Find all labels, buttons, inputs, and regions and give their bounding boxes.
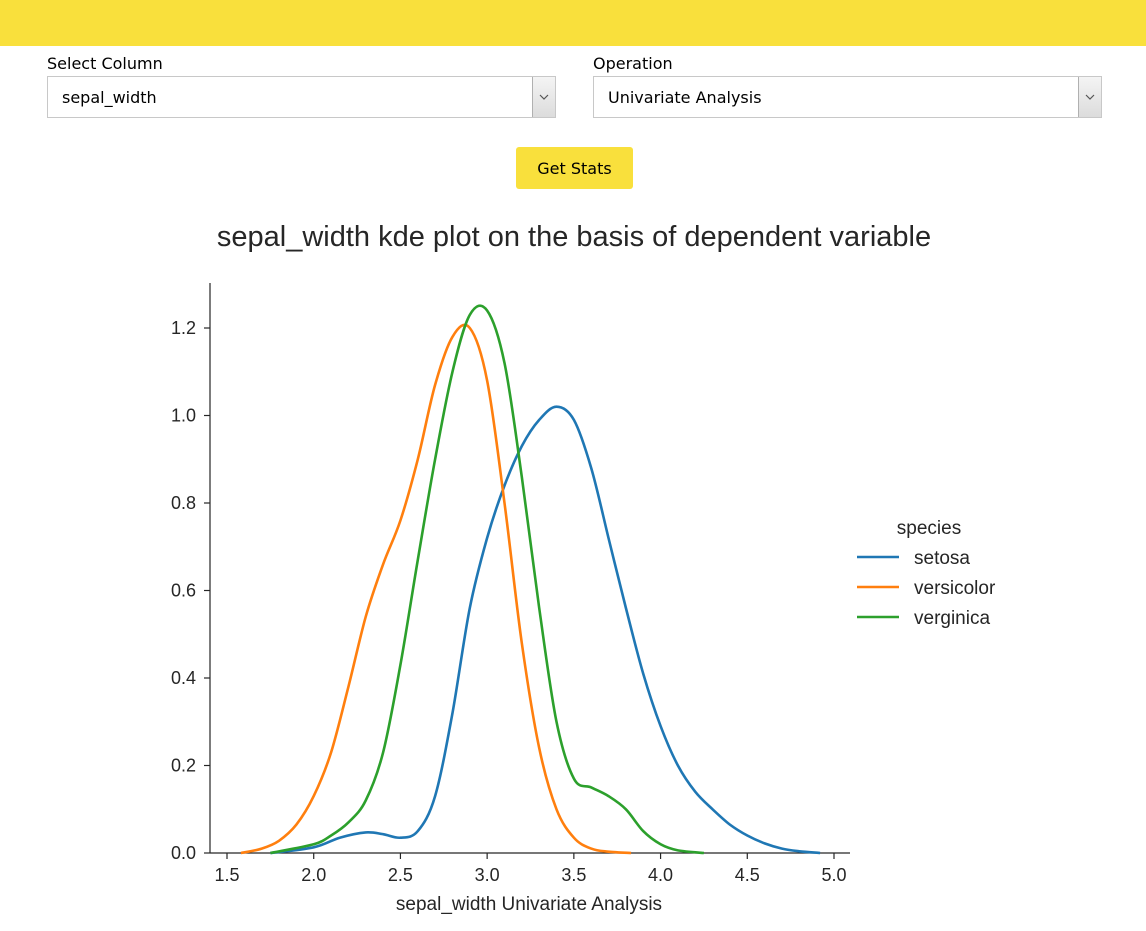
legend-label-versicolor: versicolor <box>914 578 996 599</box>
column-select-value: sepal_width <box>62 88 157 107</box>
y-tick-label: 0.8 <box>171 493 196 513</box>
y-tick-label: 1.0 <box>171 406 196 426</box>
operation-select-value: Univariate Analysis <box>608 88 762 107</box>
y-tick-label: 0.0 <box>171 843 196 863</box>
y-tick-label: 1.2 <box>171 318 196 338</box>
kde-line-verginica <box>270 304 705 855</box>
y-tick-label: 0.2 <box>171 756 196 776</box>
y-tick-label: 0.4 <box>171 668 196 688</box>
operation-select[interactable]: Univariate Analysis <box>593 76 1102 118</box>
kde-curves <box>240 304 821 855</box>
kde-line-setosa <box>270 405 821 855</box>
x-tick-label: 3.0 <box>475 865 500 885</box>
x-tick-label: 1.5 <box>214 865 239 885</box>
select-column-label: Select Column <box>47 54 163 73</box>
x-tick-label: 4.0 <box>648 865 673 885</box>
operation-label: Operation <box>593 54 673 73</box>
top-banner <box>0 0 1146 46</box>
x-tick-label: 3.5 <box>561 865 586 885</box>
x-tick-label: 4.5 <box>735 865 760 885</box>
column-select[interactable]: sepal_width <box>47 76 556 118</box>
chart-title: sepal_width kde plot on the basis of dep… <box>217 221 931 253</box>
kde-line-versicolor <box>240 323 632 855</box>
legend-label-verginica: verginica <box>914 608 990 629</box>
legend-label-setosa: setosa <box>914 548 970 569</box>
legend-title: species <box>897 518 961 539</box>
kde-plot: sepal_width kde plot on the basis of dep… <box>171 221 996 915</box>
x-tick-label: 2.5 <box>388 865 413 885</box>
chevron-down-icon[interactable] <box>1078 77 1101 117</box>
get-stats-button[interactable]: Get Stats <box>516 147 633 189</box>
x-ticks: 1.5 2.0 2.5 3.0 3.5 4.0 4.5 5.0 <box>214 853 847 885</box>
chevron-down-icon[interactable] <box>532 77 555 117</box>
legend: species setosa versicolor verginica <box>857 518 996 629</box>
x-axis-label: sepal_width Univariate Analysis <box>396 894 662 915</box>
x-tick-label: 2.0 <box>301 865 326 885</box>
y-tick-label: 0.6 <box>171 581 196 601</box>
x-tick-label: 5.0 <box>821 865 846 885</box>
y-ticks: 0.0 0.2 0.4 0.6 0.8 1.0 1.2 <box>171 318 210 863</box>
